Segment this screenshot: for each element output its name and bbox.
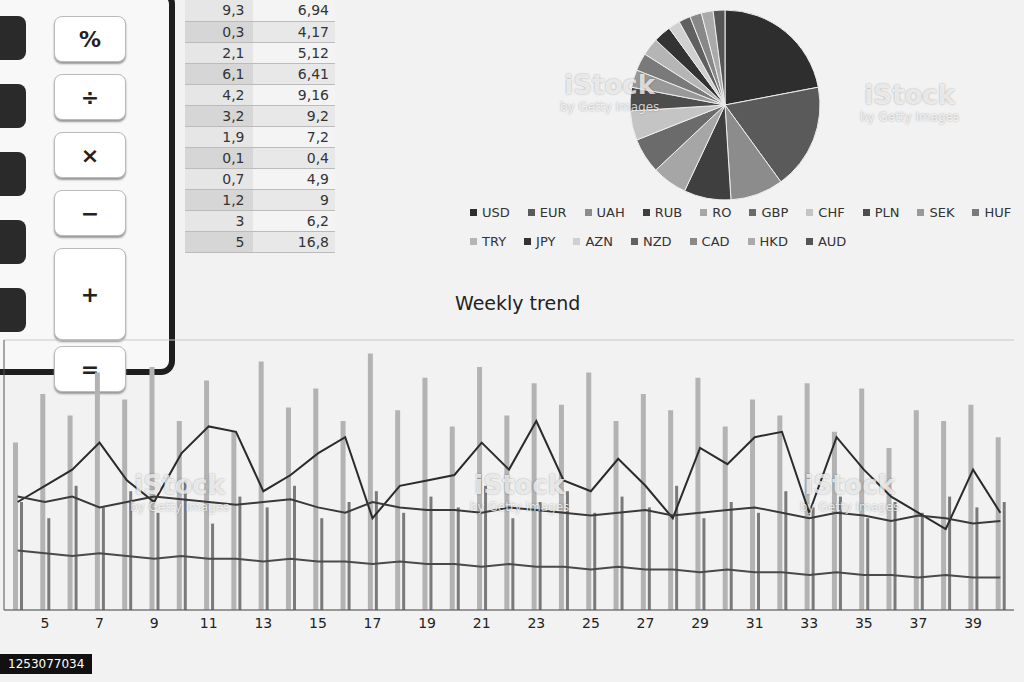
html-text:2,1: 2,1	[222, 44, 245, 61]
svg-text:9: 9	[150, 615, 159, 631]
html-text:iStock: iStock	[564, 70, 655, 100]
svg-text:21: 21	[473, 615, 491, 631]
html-text:by Getty Images: by Getty Images	[560, 100, 660, 114]
html-text:0,1: 0,1	[222, 149, 245, 166]
svg-text:19: 19	[418, 615, 436, 631]
html-text:HUF: HUF	[984, 205, 1012, 220]
svg-text:27: 27	[637, 615, 655, 631]
html-text:NZD: NZD	[643, 234, 672, 249]
svg-text:11: 11	[200, 615, 218, 631]
html-text:0,3: 0,3	[222, 23, 245, 40]
html-text:CHF: CHF	[818, 205, 845, 220]
html-text:by Getty Images: by Getty Images	[800, 500, 900, 514]
html-text:0,4: 0,4	[306, 149, 329, 166]
html-text:RO: RO	[712, 205, 732, 220]
svg-text:37: 37	[910, 615, 928, 631]
html-text:by Getty Images: by Getty Images	[130, 500, 230, 514]
html-text:EUR: EUR	[539, 205, 567, 220]
html-text:6,94: 6,94	[297, 2, 329, 19]
svg-text:25: 25	[582, 615, 600, 631]
svg-text:23: 23	[527, 615, 545, 631]
html-text:4,17: 4,17	[297, 23, 329, 40]
html-text:3,2: 3,2	[222, 107, 245, 124]
html-text:SEK: SEK	[929, 205, 955, 220]
html-text:6,2: 6,2	[306, 212, 329, 229]
svg-text:33: 33	[800, 615, 818, 631]
html-text:6,1: 6,1	[222, 65, 245, 82]
html-text:CAD: CAD	[701, 234, 730, 249]
html-text:iStock: iStock	[134, 470, 225, 500]
html-text:3: 3	[235, 212, 245, 229]
html-text:USD: USD	[482, 205, 510, 220]
html-text:9: 9	[320, 191, 329, 208]
html-text:9,16: 9,16	[297, 86, 329, 103]
html-text:5: 5	[235, 233, 245, 250]
svg-text:17: 17	[364, 615, 382, 631]
svg-text:13: 13	[254, 615, 272, 631]
html-text:1253077034: 1253077034	[8, 657, 85, 671]
html-text:JPY: JPY	[536, 234, 556, 249]
svg-text:15: 15	[309, 615, 327, 631]
html-text:AUD: AUD	[817, 234, 847, 249]
svg-text:35: 35	[855, 615, 873, 631]
html-text:1,2: 1,2	[222, 191, 245, 208]
html-text:0,7: 0,7	[222, 170, 245, 187]
html-text:GBP: GBP	[761, 205, 789, 220]
html-text:by Getty Images: by Getty Images	[860, 110, 960, 124]
html-text:6,41: 6,41	[297, 65, 329, 82]
html-text:by Getty Images: by Getty Images	[470, 500, 570, 514]
html-text:iStock: iStock	[474, 470, 565, 500]
html-text:PLN: PLN	[874, 205, 900, 220]
html-text:RUB: RUB	[654, 205, 683, 220]
html-text:4,9: 4,9	[306, 170, 329, 187]
html-text:iStock: iStock	[864, 80, 955, 110]
html-text:HKD: HKD	[759, 234, 788, 249]
html-text:iStock: iStock	[804, 470, 895, 500]
html-text:Weekly trend: Weekly trend	[455, 292, 581, 314]
svg-text:29: 29	[691, 615, 709, 631]
html-text:16,8: 16,8	[297, 233, 329, 250]
html-text:9,3: 9,3	[222, 2, 245, 19]
html-text:7,2: 7,2	[306, 128, 329, 145]
svg-text:5: 5	[40, 615, 49, 631]
html-text:4,2: 4,2	[222, 86, 245, 103]
html-text:UAH: UAH	[596, 205, 625, 220]
svg-text:31: 31	[746, 615, 764, 631]
html-text:TRY: TRY	[482, 234, 507, 249]
html-text:1,9: 1,9	[222, 128, 245, 145]
html-text:5,12: 5,12	[297, 44, 329, 61]
svg-text:39: 39	[964, 615, 982, 631]
html-text:9,2: 9,2	[306, 107, 329, 124]
html-text:AZN: AZN	[585, 234, 613, 249]
svg-text:7: 7	[95, 615, 104, 631]
